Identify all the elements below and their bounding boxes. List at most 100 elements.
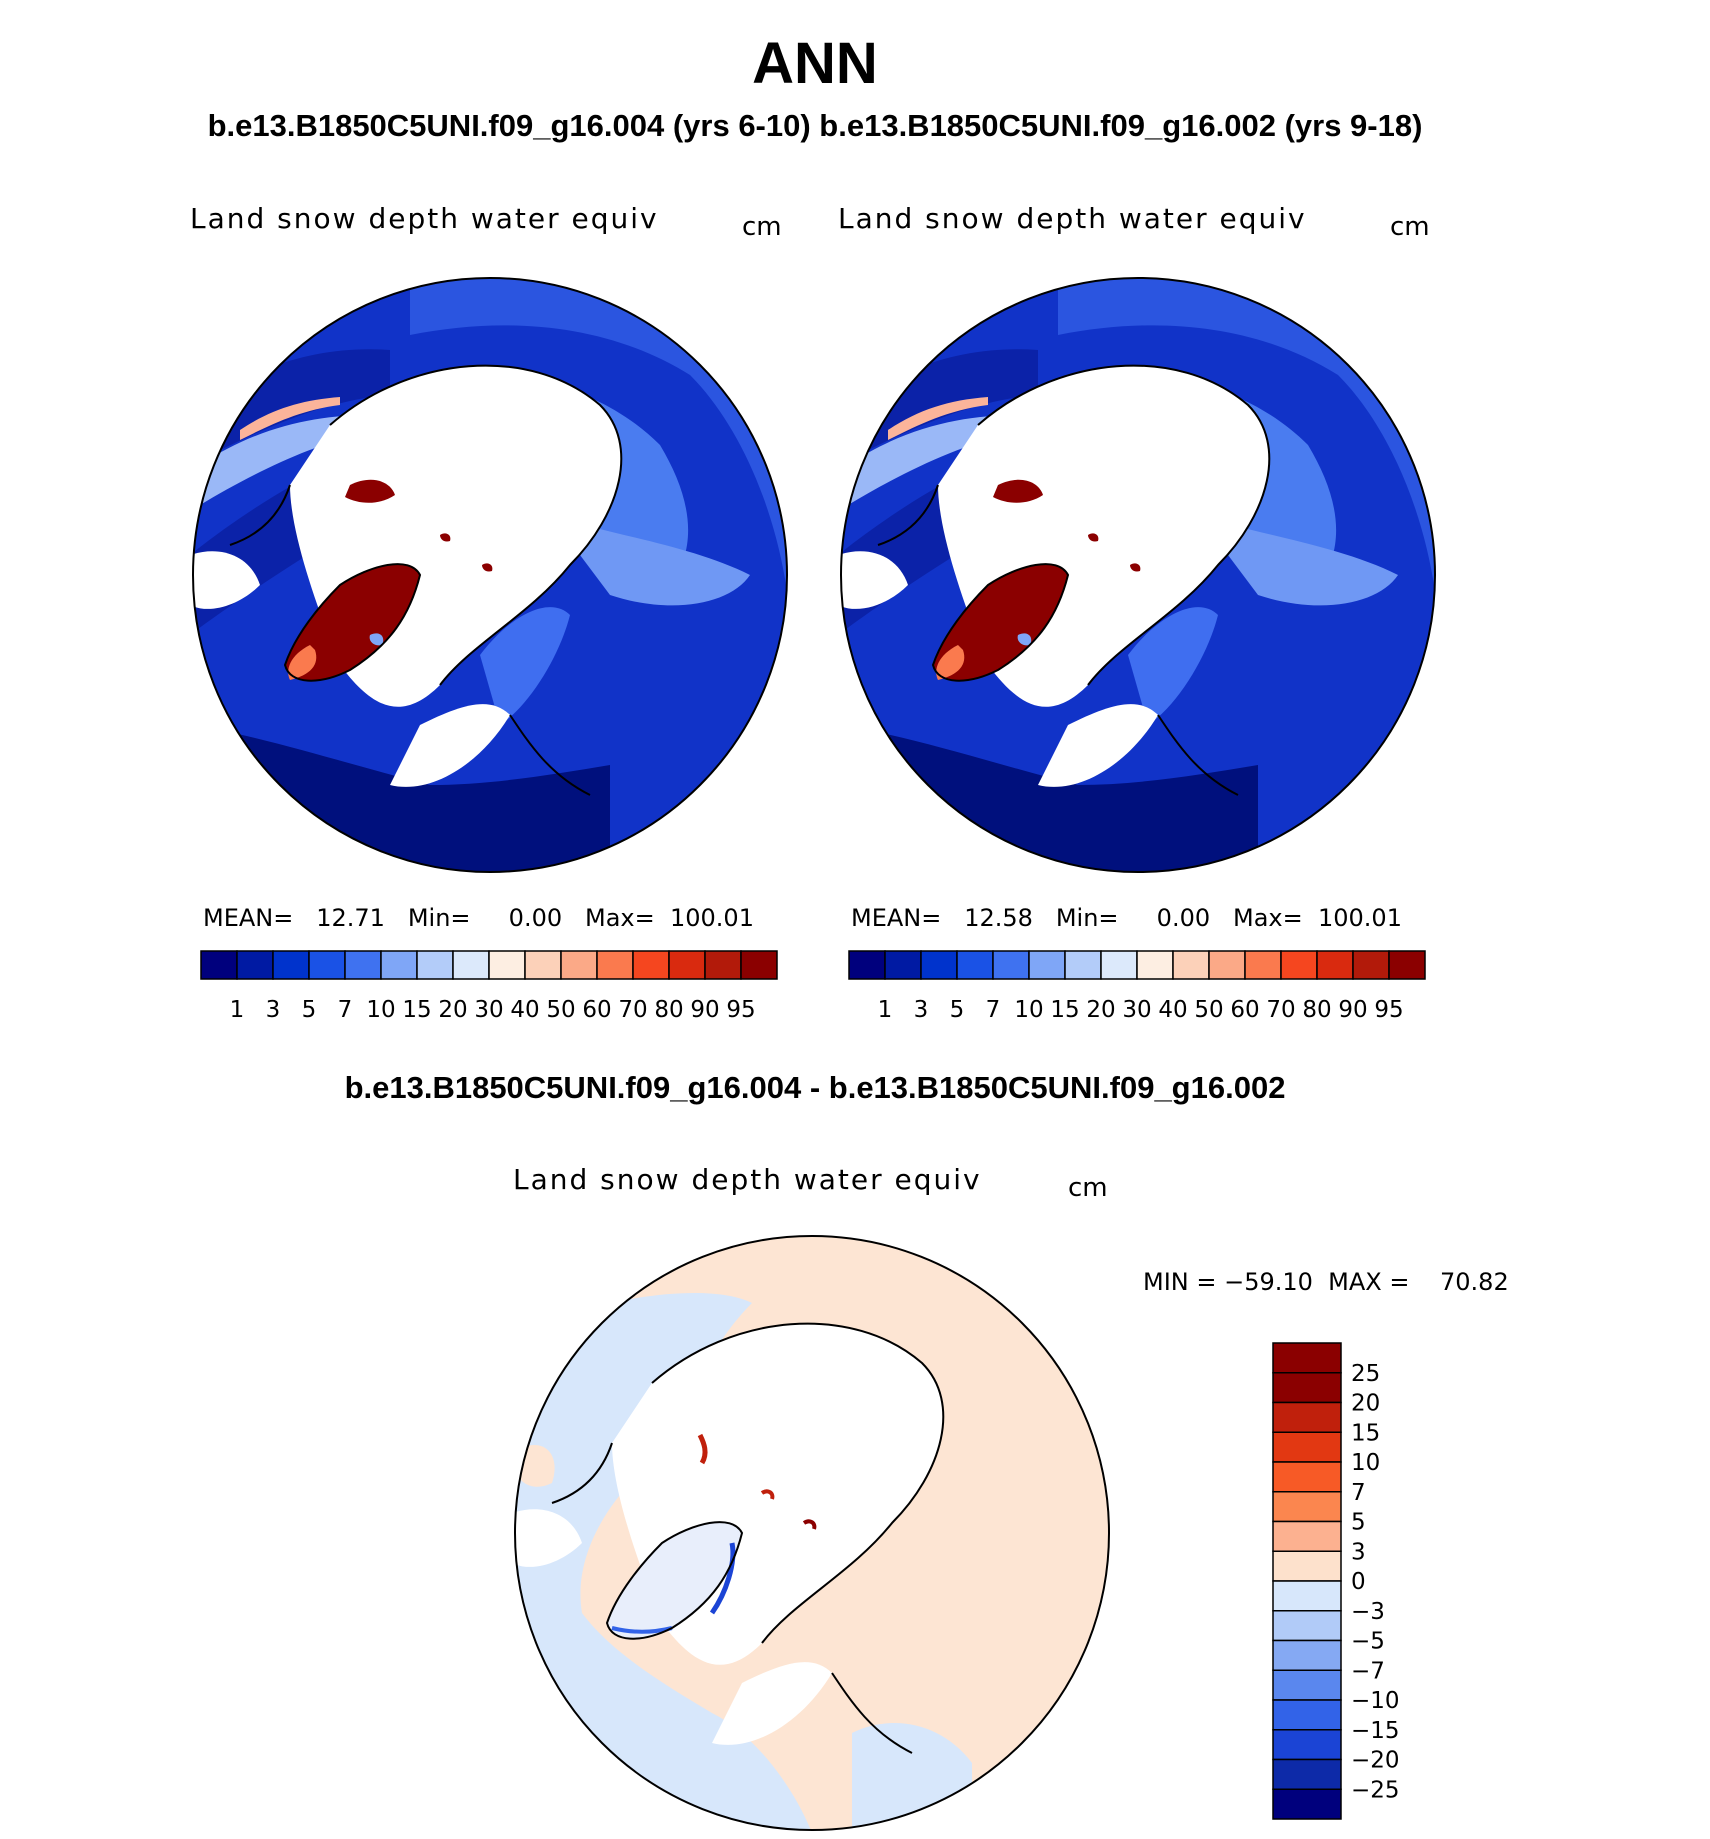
colorbar-swatch xyxy=(1272,1610,1342,1642)
colorbar-tick-label: 7 xyxy=(1351,1480,1366,1506)
colorbar-swatch xyxy=(596,950,634,980)
panel1-units-label: cm xyxy=(742,212,782,242)
diff-variable-label: Land snow depth water equiv xyxy=(513,1163,982,1196)
colorbar-tick-label: −10 xyxy=(1351,1688,1400,1714)
colorbar-swatch xyxy=(1172,950,1210,980)
colorbar-swatch xyxy=(1136,950,1174,980)
difference-title: b.e13.B1850C5UNI.f09_g16.004 - b.e13.B18… xyxy=(344,1070,1286,1105)
colorbar-swatch xyxy=(992,950,1030,980)
colorbar-swatch xyxy=(1272,1342,1342,1374)
colorbar-tick-label: 90 xyxy=(1338,997,1367,1023)
colorbar-swatch xyxy=(1100,950,1138,980)
colorbar-swatch xyxy=(884,950,922,980)
colorbar-tick-label: 1 xyxy=(230,997,245,1023)
colorbar-swatch xyxy=(1064,950,1102,980)
colorbar-tick-label: 0 xyxy=(1351,1569,1366,1595)
colorbar-swatch xyxy=(1244,950,1282,980)
colorbar-swatch xyxy=(1272,1520,1342,1552)
diff-minmax-stats: MIN = −59.10 MAX = 70.82 xyxy=(1143,1268,1509,1296)
comparison-subtitle: b.e13.B1850C5UNI.f09_g16.004 (yrs 6-10) … xyxy=(207,108,1423,143)
colorbar-swatch xyxy=(1388,950,1426,980)
colorbar-tick-label: −20 xyxy=(1351,1748,1400,1774)
colorbar-swatch xyxy=(1272,1788,1342,1820)
colorbar-tick-label: −15 xyxy=(1351,1718,1400,1744)
colorbar-tick-label: −7 xyxy=(1351,1658,1385,1684)
colorbar-swatch xyxy=(1280,950,1318,980)
colorbar-tick-label: 10 xyxy=(1351,1450,1380,1476)
map-panel-difference xyxy=(514,1235,1110,1831)
colorbar-tick-label: 20 xyxy=(1086,997,1115,1023)
colorbar-tick-label: 30 xyxy=(474,997,503,1023)
colorbar-tick-label: 30 xyxy=(1122,997,1151,1023)
colorbar-tick-label: 40 xyxy=(1158,997,1187,1023)
colorbar-swatch xyxy=(1272,1491,1342,1523)
colorbar-swatch xyxy=(416,950,454,980)
panel1-stats: MEAN= 12.71 Min= 0.00 Max= 100.01 xyxy=(203,904,754,932)
colorbar-tick-label: 60 xyxy=(1230,997,1259,1023)
colorbar-swatch xyxy=(524,950,562,980)
colorbar-swatch xyxy=(1272,1431,1342,1463)
colorbar-swatch xyxy=(1272,1729,1342,1761)
colorbar-swatch xyxy=(272,950,310,980)
panel2-stats: MEAN= 12.58 Min= 0.00 Max= 100.01 xyxy=(851,904,1402,932)
colorbar-swatch xyxy=(1272,1639,1342,1671)
colorbar-tick-label: 95 xyxy=(726,997,755,1023)
colorbar-swatch xyxy=(488,950,526,980)
panel2-units-label: cm xyxy=(1390,212,1430,242)
map-panel-1 xyxy=(192,277,788,873)
colorbar-tick-label: −3 xyxy=(1351,1599,1385,1625)
colorbar-swatch xyxy=(1208,950,1246,980)
colorbar-tick-label: 90 xyxy=(690,997,719,1023)
colorbar-panel-1: 1 3 5 7 10 15 20 30 40 50 60 70 80 90 95 xyxy=(200,950,778,1023)
colorbar-tick-label: 25 xyxy=(1351,1361,1380,1387)
colorbar-tick-label: 15 xyxy=(1050,997,1079,1023)
colorbar-tick-label: 20 xyxy=(438,997,467,1023)
colorbar-swatch xyxy=(1272,1401,1342,1433)
colorbar-difference: 25 20 15 10 7 5 3 0 −3 −5 −7 −10 −15 −20 −25 xyxy=(1272,1342,1400,1820)
colorbar-tick-label: 20 xyxy=(1351,1391,1380,1417)
colorbar-swatch xyxy=(956,950,994,980)
colorbar-tick-label: 15 xyxy=(1351,1420,1380,1446)
colorbar-tick-label: 3 xyxy=(1351,1539,1366,1565)
colorbar-swatch xyxy=(1272,1580,1342,1612)
colorbar-panel-2: 1 3 5 7 10 15 20 30 40 50 60 70 80 90 95 xyxy=(848,950,1426,1023)
colorbar-tick-label: 40 xyxy=(510,997,539,1023)
colorbar-swatch xyxy=(1272,1699,1342,1731)
colorbar-swatch xyxy=(920,950,958,980)
colorbar-swatch xyxy=(452,950,490,980)
colorbar-swatch xyxy=(740,950,778,980)
colorbar-swatch xyxy=(1272,1461,1342,1493)
colorbar-tick-label: 7 xyxy=(338,997,353,1023)
colorbar-swatch xyxy=(848,950,886,980)
colorbar-swatch xyxy=(1272,1758,1342,1790)
colorbar-swatch xyxy=(1028,950,1066,980)
colorbar-tick-label: 50 xyxy=(1194,997,1223,1023)
colorbar-swatch xyxy=(632,950,670,980)
colorbar-tick-label: 3 xyxy=(266,997,281,1023)
colorbar-swatch xyxy=(1272,1550,1342,1582)
colorbar-swatch xyxy=(560,950,598,980)
colorbar-tick-label: −25 xyxy=(1351,1777,1400,1803)
colorbar-tick-label: 50 xyxy=(546,997,575,1023)
diff-units-label: cm xyxy=(1068,1173,1108,1203)
colorbar-tick-label: −5 xyxy=(1351,1629,1385,1655)
colorbar-swatch xyxy=(704,950,742,980)
colorbar-tick-label: 5 xyxy=(302,997,317,1023)
colorbar-tick-label: 3 xyxy=(914,997,929,1023)
panel2-variable-label: Land snow depth water equiv xyxy=(838,202,1307,235)
map-panel-2 xyxy=(840,277,1436,873)
page-title: ANN xyxy=(752,31,878,96)
colorbar-swatch xyxy=(1272,1669,1342,1701)
colorbar-tick-label: 7 xyxy=(986,997,1001,1023)
colorbar-tick-label: 5 xyxy=(950,997,965,1023)
colorbar-tick-label: 70 xyxy=(1266,997,1295,1023)
colorbar-swatch xyxy=(200,950,238,980)
colorbar-tick-label: 80 xyxy=(1302,997,1331,1023)
colorbar-swatch xyxy=(1316,950,1354,980)
colorbar-tick-label: 95 xyxy=(1374,997,1403,1023)
colorbar-tick-label: 80 xyxy=(654,997,683,1023)
colorbar-swatch xyxy=(236,950,274,980)
colorbar-swatch xyxy=(1352,950,1390,980)
colorbar-tick-label: 60 xyxy=(582,997,611,1023)
